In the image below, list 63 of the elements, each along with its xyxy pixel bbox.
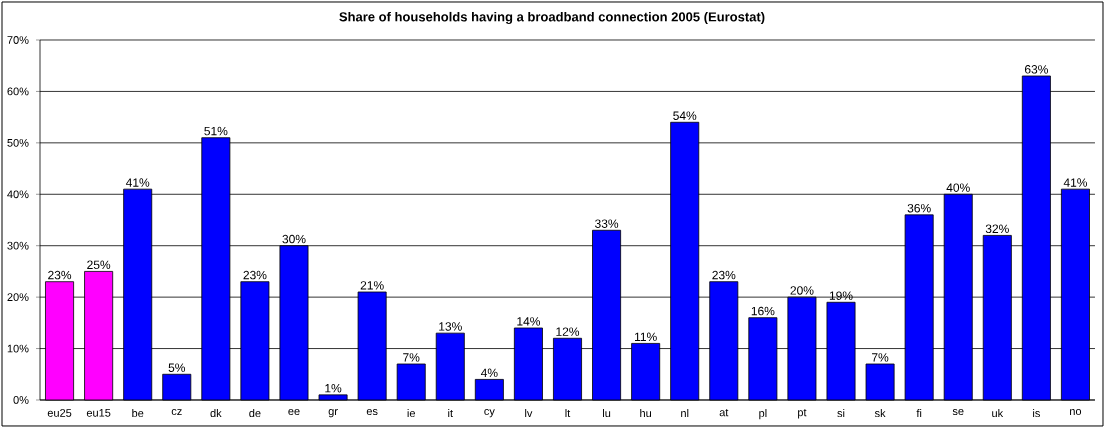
x-tick-label: eu25 (47, 409, 72, 417)
data-label: 7% (872, 353, 889, 362)
x-tick-label: cz (171, 409, 182, 416)
data-label: 32% (985, 224, 1009, 234)
chart-title: Share of households having a broadband connection 2005 (Eurostat) (339, 11, 765, 25)
x-tick-label: pt (798, 409, 807, 419)
data-label: 40% (946, 183, 970, 192)
x-tick-label: no (1070, 409, 1082, 416)
x-tick-label: sk (874, 409, 886, 418)
y-tick-label: 30% (7, 241, 29, 250)
data-label: 30% (282, 234, 306, 244)
data-label: 23% (48, 270, 72, 280)
data-label: 51% (204, 126, 228, 136)
y-tick-label: 70% (7, 36, 29, 44)
y-tick-label: 60% (7, 87, 29, 96)
x-tick-label: nl (681, 409, 689, 418)
x-tick-label: se (952, 409, 964, 416)
data-label: 36% (907, 203, 931, 213)
data-label: 23% (243, 270, 267, 280)
x-tick-label: lt (565, 409, 571, 418)
x-tick-label: at (719, 409, 729, 417)
x-tick-label: lv (525, 409, 533, 418)
y-tick-label: 40% (7, 190, 29, 199)
x-tick-label: uk (992, 409, 1004, 418)
y-tick-label: 20% (7, 293, 29, 302)
data-label: 5% (168, 363, 186, 372)
data-label: 23% (712, 270, 736, 280)
x-tick-label: de (249, 409, 261, 418)
data-label: 20% (790, 286, 814, 295)
x-tick-label: hu (640, 409, 652, 418)
data-label: 25% (87, 260, 111, 270)
data-label: 16% (751, 306, 775, 316)
data-label: 11% (634, 332, 657, 342)
data-label: 63% (1024, 65, 1048, 74)
x-tick-label: es (366, 409, 378, 416)
x-tick-label: be (132, 409, 144, 418)
data-label: 7% (403, 353, 420, 362)
x-tick-label: it (448, 409, 453, 418)
y-tick-label: 50% (7, 138, 29, 147)
data-label: 54% (673, 111, 697, 120)
x-tick-label: eu15 (86, 409, 111, 417)
data-label: 12% (556, 327, 580, 336)
x-tick-label: gr (328, 409, 338, 418)
x-tick-label: pl (759, 409, 767, 420)
y-tick-label: 0% (13, 396, 29, 404)
data-label: 33% (595, 219, 619, 228)
x-tick-label: lu (603, 409, 611, 418)
data-label: 4% (480, 368, 498, 378)
x-tick-label: si (837, 409, 845, 418)
data-label: 14% (517, 317, 541, 326)
data-label: 41% (1063, 178, 1088, 187)
data-label: 1% (325, 384, 342, 393)
data-label: 41% (125, 178, 150, 187)
data-label: 19% (829, 291, 853, 300)
data-label: 13% (439, 322, 462, 331)
x-tick-label: dk (210, 409, 222, 418)
data-label: 21% (360, 281, 384, 290)
x-tick-label: fi (916, 409, 922, 418)
y-tick-label: 10% (7, 344, 29, 353)
x-tick-label: cy (484, 409, 495, 418)
x-tick-label: ee (288, 409, 300, 416)
x-tick-label: is (1033, 409, 1040, 418)
x-tick-label: ie (407, 409, 416, 418)
